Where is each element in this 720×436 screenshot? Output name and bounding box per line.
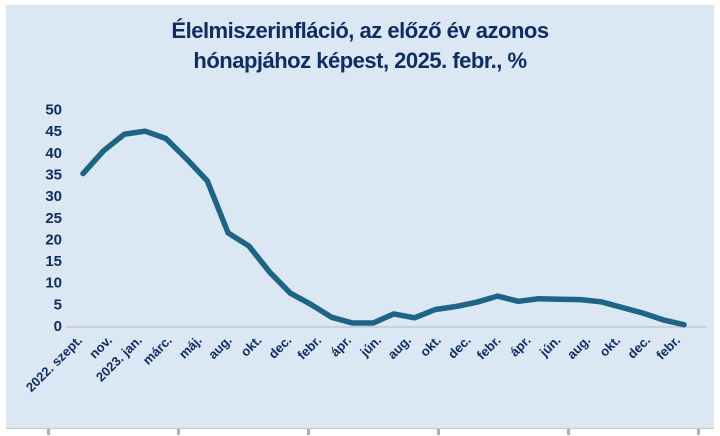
footer-tick [177, 429, 180, 435]
chart-title-line2: hónapjához képest, 2025. febr., % [193, 48, 527, 73]
x-axis-label: ápr. [327, 333, 354, 360]
x-axis-label: jún. [356, 333, 384, 361]
x-axis-label: márc. [140, 333, 175, 368]
x-axis-label: febr. [294, 333, 324, 363]
footer-strip [0, 429, 720, 436]
x-axis-label: 2022. szept. [23, 333, 85, 395]
y-axis-label: 30 [45, 188, 62, 205]
footer-tick [697, 429, 700, 435]
x-axis-label: dec. [445, 333, 474, 362]
y-axis-label: 0 [54, 318, 62, 335]
x-axis-label: okt. [596, 333, 623, 360]
x-axis-label: dec. [265, 333, 294, 362]
chart-title-line1: Élelmiszerinfláció, az előző év azonos [171, 18, 549, 43]
x-axis-label: aug. [385, 333, 415, 363]
footer-tick [307, 429, 310, 435]
inflation-line [80, 128, 687, 328]
chart-title: Élelmiszerinfláció, az előző év azonos h… [0, 16, 720, 76]
footer-tick [47, 429, 50, 435]
x-axis-label: aug. [205, 333, 235, 363]
y-axis-label: 5 [54, 296, 62, 313]
x-axis-label: ápr. [507, 333, 534, 360]
y-axis-label: 20 [45, 231, 62, 248]
x-axis-label: febr. [474, 333, 504, 363]
y-axis-label: 40 [45, 145, 62, 162]
x-axis-label: aug. [564, 333, 594, 363]
x-axis-label: febr. [653, 333, 683, 363]
y-axis-label: 50 [45, 102, 62, 119]
y-axis-label: 35 [45, 166, 62, 183]
x-axis-label: dec. [624, 333, 653, 362]
x-axis-label: jún. [536, 333, 564, 361]
x-axis-label: máj. [176, 333, 205, 362]
y-axis-label: 15 [45, 253, 62, 270]
y-axis-label: 10 [45, 275, 62, 292]
footer-tick [437, 429, 440, 435]
y-axis-label: 45 [45, 123, 62, 140]
y-axis-label: 25 [45, 210, 62, 227]
chart-panel [6, 5, 714, 429]
x-axis-label: okt. [417, 333, 444, 360]
x-axis-label: okt. [238, 333, 265, 360]
footer-tick [567, 429, 570, 435]
